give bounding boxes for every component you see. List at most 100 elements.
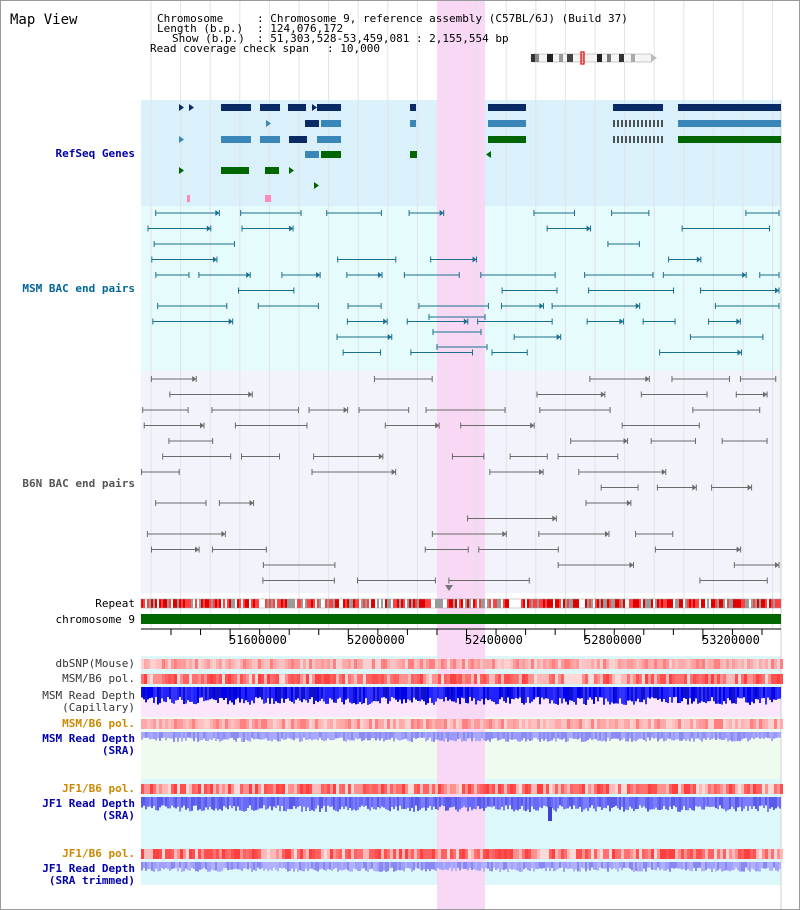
depth-bar — [503, 862, 505, 871]
heat-cell — [693, 659, 696, 669]
bac-arrow — [629, 562, 634, 568]
heat-cell — [180, 659, 183, 669]
heat-cell — [507, 674, 510, 684]
bac-arrow — [539, 303, 544, 309]
heat-cell — [654, 784, 657, 794]
depth-bar — [477, 797, 479, 807]
depth-bar — [515, 732, 517, 740]
heat-cell — [441, 674, 444, 684]
repeat-mark — [663, 599, 665, 608]
depth-bar — [571, 797, 573, 810]
heat-cell — [510, 784, 513, 794]
heat-cell — [627, 784, 630, 794]
msm-bac-label[interactable]: MSM BAC end pairs — [22, 282, 135, 295]
depth-bar — [717, 732, 719, 739]
depth-bar — [317, 732, 319, 741]
heat-cell — [189, 674, 192, 684]
depth-bar — [679, 797, 681, 812]
repeat-mark — [437, 599, 439, 608]
msm-b6-pol-sra-label[interactable]: MSM/B6 pol. — [62, 717, 135, 730]
msm-b6-pol-label[interactable]: MSM/B6 pol. — [62, 672, 135, 685]
gene-feature — [289, 136, 307, 143]
heat-cell — [180, 849, 183, 859]
depth-bar — [579, 797, 581, 807]
depth-bar — [463, 687, 465, 699]
repeat-mark — [607, 599, 609, 608]
depth-bar — [253, 797, 255, 811]
jf1-b6-pol-label[interactable]: JF1/B6 pol. — [62, 782, 135, 795]
b6n-bac-label[interactable]: B6N BAC end pairs — [22, 477, 135, 490]
depth-bar — [647, 687, 649, 698]
depth-bar — [413, 687, 415, 698]
gene-feature — [221, 104, 251, 111]
heat-cell — [309, 674, 312, 684]
gene-feature — [221, 136, 251, 143]
msm-read-depth-sra-label[interactable]: MSM Read Depth — [42, 732, 135, 745]
heat-cell — [300, 659, 303, 669]
depth-bar — [405, 687, 407, 703]
dbsnp-label[interactable]: dbSNP(Mouse) — [55, 657, 135, 670]
depth-bar — [169, 687, 171, 700]
depth-bar — [711, 797, 713, 807]
jf1-b6-pol-trimmed-label[interactable]: JF1/B6 pol. — [62, 847, 135, 860]
depth-bar — [593, 687, 595, 704]
heat-cell — [720, 849, 723, 859]
heat-cell — [534, 784, 537, 794]
refseq-genes-label[interactable]: RefSeq Genes — [55, 147, 135, 160]
heat-cell — [216, 784, 219, 794]
depth-bar — [669, 687, 671, 698]
depth-bar — [643, 862, 645, 869]
depth-bar — [331, 732, 333, 741]
heat-cell — [204, 674, 207, 684]
jf1-read-depth-sra-label[interactable]: JF1 Read Depth — [42, 797, 135, 810]
depth-bar — [749, 687, 751, 705]
jf1-read-depth-trimmed-label[interactable]: JF1 Read Depth — [42, 862, 135, 875]
heat-cell — [564, 674, 567, 684]
depth-bar — [235, 732, 237, 742]
depth-bar — [579, 862, 581, 872]
heat-cell — [639, 719, 642, 729]
heat-cell — [399, 719, 402, 729]
depth-bar — [359, 797, 361, 808]
heat-cell — [354, 849, 357, 859]
depth-bar — [305, 732, 307, 740]
depth-bar — [735, 797, 737, 812]
depth-bar — [207, 862, 209, 872]
depth-bar — [439, 732, 441, 741]
repeat-mark — [325, 599, 327, 608]
depth-bar — [483, 797, 485, 811]
depth-bar — [589, 797, 591, 808]
heat-cell — [231, 719, 234, 729]
depth-bar — [548, 807, 552, 821]
repeat-mark — [561, 599, 563, 608]
depth-bar — [389, 862, 391, 869]
depth-bar — [437, 862, 439, 869]
heat-cell — [576, 659, 579, 669]
depth-bar — [499, 862, 501, 872]
heat-cell — [234, 719, 237, 729]
depth-bar — [565, 862, 567, 869]
heat-cell — [375, 659, 378, 669]
heat-cell — [303, 849, 306, 859]
heat-cell — [291, 719, 294, 729]
depth-bar — [625, 687, 627, 705]
heat-cell — [186, 659, 189, 669]
heat-cell — [366, 719, 369, 729]
heat-cell — [765, 719, 768, 729]
heat-cell — [276, 849, 279, 859]
msm-read-depth-capillary-label[interactable]: MSM Read Depth — [42, 689, 135, 702]
heat-cell — [414, 659, 417, 669]
heat-cell — [702, 784, 705, 794]
depth-bar — [559, 862, 561, 868]
heat-cell — [396, 719, 399, 729]
heat-cell — [723, 674, 726, 684]
heat-cell — [195, 784, 198, 794]
depth-bar — [633, 797, 635, 812]
repeat-mark — [741, 599, 743, 608]
depth-bar — [603, 687, 605, 705]
repeat-mark — [203, 599, 205, 608]
depth-bar — [443, 797, 445, 807]
depth-bar — [489, 732, 491, 742]
depth-bar — [317, 797, 319, 806]
